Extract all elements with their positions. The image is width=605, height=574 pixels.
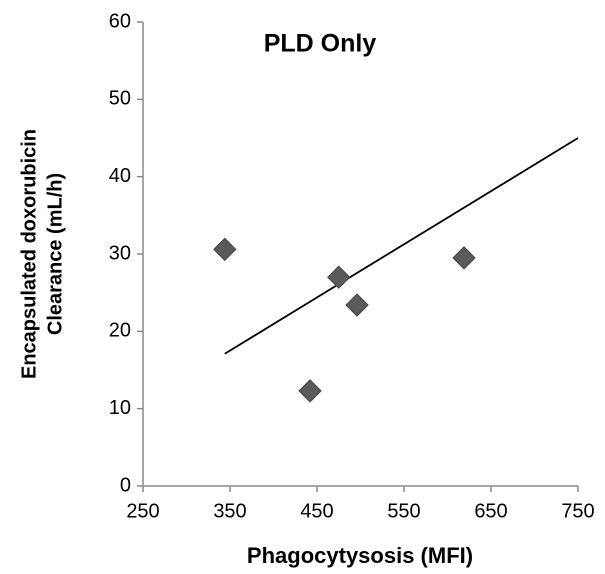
y-axis-label-line: Encapsulated doxorubicin — [18, 129, 40, 379]
point — [298, 379, 322, 403]
y-axis-label: Encapsulated doxorubicin Clearance (mL/h… — [18, 129, 66, 379]
y-tick-label: 60 — [109, 10, 131, 32]
y-tick-label: 0 — [120, 474, 131, 496]
x-tick-label: 550 — [387, 500, 420, 522]
x-tick-label: 250 — [126, 500, 159, 522]
point — [345, 293, 369, 317]
point — [213, 237, 237, 262]
y-tick-label: 20 — [109, 320, 131, 342]
x-axis-label: Phagocytysosis (MFI) — [247, 543, 473, 568]
y-tick-label: 10 — [109, 397, 131, 419]
x-tick-label: 450 — [300, 500, 333, 522]
point — [327, 265, 351, 289]
y-tick-label: 30 — [109, 242, 131, 264]
y-tick-label: 40 — [109, 165, 131, 187]
x-tick-label: 750 — [561, 500, 594, 522]
x-tick-label: 350 — [213, 500, 246, 522]
chart-title: PLD Only — [264, 30, 377, 58]
y-tick-label: 50 — [109, 88, 131, 110]
point — [452, 246, 476, 270]
trendline — [224, 137, 579, 355]
x-tick-label: 650 — [474, 500, 507, 522]
y-axis-label-line: Clearance (mL/h) — [44, 173, 66, 335]
